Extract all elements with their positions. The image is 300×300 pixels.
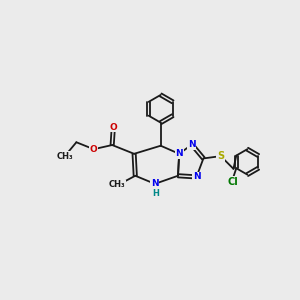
Text: O: O <box>110 123 117 132</box>
Text: O: O <box>90 145 98 154</box>
Text: N: N <box>175 149 183 158</box>
Text: N: N <box>193 172 200 182</box>
Text: H: H <box>152 189 159 198</box>
Text: N: N <box>151 179 159 188</box>
Text: Cl: Cl <box>227 177 238 187</box>
Text: N: N <box>188 140 196 149</box>
Text: CH₃: CH₃ <box>109 181 125 190</box>
Text: S: S <box>217 151 224 161</box>
Text: CH₃: CH₃ <box>56 152 73 160</box>
